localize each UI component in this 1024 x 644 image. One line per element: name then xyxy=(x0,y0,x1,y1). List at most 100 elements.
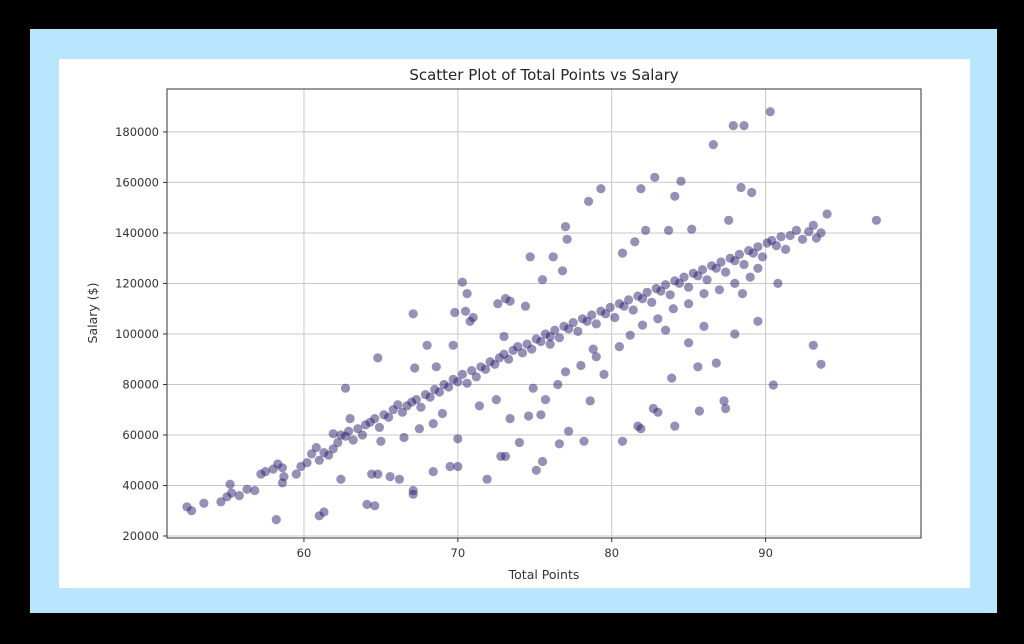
data-point xyxy=(537,275,548,285)
data-point xyxy=(384,412,394,422)
data-point xyxy=(496,451,506,461)
data-point xyxy=(667,373,677,383)
data-point xyxy=(225,479,235,489)
data-point xyxy=(399,432,409,443)
y-tick-label: 80000 xyxy=(122,377,159,391)
data-point xyxy=(642,287,652,297)
data-point xyxy=(785,230,795,241)
data-point xyxy=(816,228,826,238)
data-point xyxy=(564,426,574,436)
data-point xyxy=(728,121,738,131)
y-tick-label: 40000 xyxy=(122,478,159,492)
data-point xyxy=(373,353,383,363)
data-point xyxy=(625,330,635,340)
data-point xyxy=(450,307,460,318)
data-point xyxy=(467,366,477,376)
data-point xyxy=(871,215,882,225)
x-tick-label: 70 xyxy=(451,546,466,560)
data-point xyxy=(505,414,515,424)
data-point xyxy=(528,383,538,393)
data-point xyxy=(474,401,484,411)
data-point xyxy=(385,472,395,482)
data-point xyxy=(425,392,435,402)
data-point xyxy=(242,484,252,494)
data-point xyxy=(653,314,663,324)
data-point xyxy=(453,461,463,472)
data-point xyxy=(665,290,675,300)
data-point xyxy=(428,419,438,429)
data-point xyxy=(697,265,708,275)
data-point xyxy=(694,406,705,416)
data-point xyxy=(408,309,418,319)
data-point xyxy=(414,424,424,434)
data-point xyxy=(553,379,563,390)
data-point xyxy=(734,249,745,259)
data-point xyxy=(453,377,463,387)
data-point xyxy=(550,325,560,335)
data-point xyxy=(684,282,694,292)
data-point xyxy=(656,286,666,296)
data-point xyxy=(591,319,601,329)
data-point xyxy=(730,278,740,288)
data-point xyxy=(573,326,583,336)
data-point xyxy=(757,252,768,262)
data-point xyxy=(587,310,597,320)
data-point xyxy=(311,443,321,453)
data-point xyxy=(739,121,749,131)
data-point xyxy=(747,187,757,198)
y-axis-ticks: 20000 40000 60000 80000 100000 120000 140000 16… xyxy=(115,125,167,543)
data-point xyxy=(664,225,674,235)
data-point xyxy=(674,278,685,288)
data-point xyxy=(668,304,678,314)
data-point xyxy=(234,491,244,501)
chart-canvas xyxy=(59,59,970,588)
data-point xyxy=(637,320,648,330)
data-point xyxy=(781,244,791,254)
x-axis-ticks: 60 70 80 90 xyxy=(297,538,773,560)
data-point xyxy=(617,248,628,258)
data-point xyxy=(362,499,372,509)
data-point xyxy=(730,256,740,266)
data-point xyxy=(367,469,377,479)
data-point xyxy=(562,234,572,244)
data-point xyxy=(576,360,586,371)
data-point xyxy=(679,272,689,282)
data-point xyxy=(693,362,703,372)
x-tick-label: 60 xyxy=(297,546,312,560)
data-point xyxy=(588,344,598,354)
data-point xyxy=(693,271,703,281)
grid-lines xyxy=(167,89,921,538)
data-point xyxy=(314,455,324,465)
data-point xyxy=(504,354,514,364)
data-point xyxy=(808,340,818,350)
data-point xyxy=(445,461,455,472)
data-point xyxy=(277,463,287,473)
data-point xyxy=(636,184,646,194)
data-point xyxy=(394,474,404,484)
data-point xyxy=(536,410,546,420)
data-point xyxy=(548,252,558,262)
data-point xyxy=(808,220,818,230)
data-point xyxy=(699,321,709,331)
x-tick-label: 80 xyxy=(604,546,619,560)
data-point xyxy=(480,364,491,374)
data-point xyxy=(344,426,354,436)
data-point xyxy=(776,232,786,242)
data-point xyxy=(711,263,721,273)
data-point xyxy=(702,275,712,285)
y-tick-label: 120000 xyxy=(115,276,159,290)
data-point xyxy=(291,469,301,479)
data-point xyxy=(482,474,492,484)
data-point xyxy=(745,272,755,282)
data-point xyxy=(557,266,568,276)
x-tick-label: 90 xyxy=(758,546,773,560)
data-point xyxy=(599,369,609,379)
data-point xyxy=(491,395,501,405)
data-point xyxy=(517,348,528,358)
data-point xyxy=(514,437,525,448)
data-point xyxy=(460,306,471,316)
data-point xyxy=(582,316,592,326)
data-point xyxy=(765,107,775,117)
data-point xyxy=(630,237,640,247)
data-point xyxy=(540,395,551,405)
